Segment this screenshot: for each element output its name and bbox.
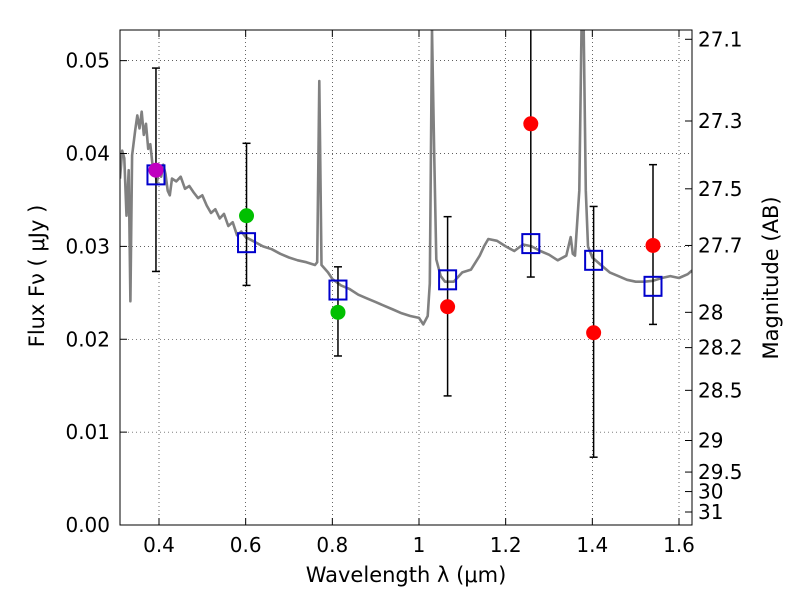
y-tick-label: 0.03: [65, 234, 110, 258]
y-tick-label: 0.00: [65, 513, 110, 537]
x-tick-label: 1.6: [663, 533, 695, 557]
mag-tick-label: 27.3: [698, 109, 743, 133]
model-photometry-square: [584, 249, 604, 271]
y-tick-label: 0.01: [65, 420, 110, 444]
x-tick-label: 1: [413, 533, 426, 557]
plot-frame: [119, 29, 693, 526]
observed-flux-point: [440, 299, 456, 315]
observed-flux-point: [586, 325, 602, 341]
mag-tick-label: 29: [698, 428, 723, 452]
sed-model-curve: [120, 30, 692, 326]
sed-curve-layer: [120, 30, 692, 326]
model-photometry-square: [438, 269, 458, 291]
y-tick-label: 0.05: [65, 49, 110, 73]
mag-tick-label: 28.2: [698, 336, 743, 360]
y-tick-label: 0.02: [65, 327, 110, 351]
x-tick-label: 0.4: [143, 533, 175, 557]
model-photometry-square: [521, 233, 541, 255]
mag-tick-label: 28.5: [698, 378, 743, 402]
observed-flux-point: [523, 116, 539, 132]
data-points-layer: [146, 30, 663, 458]
x-tick-label: 1.4: [576, 533, 608, 557]
axis-ticks: 0.4 0.6 0.8 1 1.2 1.4 1.6 0.00 0.01 0.02 0.03 0.04 0…: [65, 27, 742, 557]
observed-flux-point: [239, 208, 255, 224]
model-photometry-square: [328, 279, 348, 301]
x-tick-label: 0.6: [230, 533, 262, 557]
mag-tick-label: 29.5: [698, 460, 743, 484]
x-tick-label: 0.8: [316, 533, 348, 557]
mag-tick-label: 27.7: [698, 233, 743, 257]
magnitude-axis-label: Magnitude (AB): [759, 196, 783, 359]
mag-tick-label: 31: [698, 500, 723, 524]
mag-tick-label: 27.1: [698, 27, 743, 51]
model-photometry-square: [643, 275, 663, 297]
y-axis-label: Flux Fν ( μJy ): [25, 205, 49, 348]
observed-flux-point: [645, 237, 661, 253]
x-tick-label: 1.2: [490, 533, 522, 557]
model-photometry-square: [237, 232, 257, 254]
y-tick-label: 0.04: [65, 142, 110, 166]
grid-lines: [120, 30, 692, 526]
mag-tick-label: 28: [698, 300, 723, 324]
x-axis-label: Wavelength λ (μm): [306, 563, 507, 587]
observed-flux-point: [330, 304, 346, 320]
observed-flux-point: [148, 162, 164, 178]
mag-tick-label: 27.5: [698, 177, 743, 201]
mag-tick-label: 30: [698, 480, 723, 504]
